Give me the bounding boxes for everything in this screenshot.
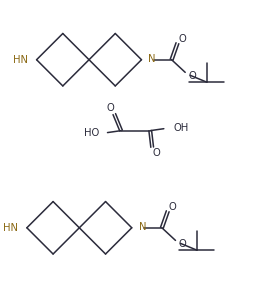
- Text: O: O: [169, 203, 177, 212]
- Text: N: N: [148, 54, 156, 64]
- Text: O: O: [152, 148, 160, 158]
- Text: HN: HN: [13, 55, 28, 65]
- Text: O: O: [188, 71, 196, 81]
- Text: O: O: [178, 239, 186, 249]
- Text: O: O: [106, 103, 114, 113]
- Text: OH: OH: [174, 123, 189, 133]
- Text: HO: HO: [84, 127, 100, 138]
- Text: N: N: [139, 222, 146, 232]
- Text: HN: HN: [3, 223, 18, 233]
- Text: O: O: [178, 34, 186, 44]
